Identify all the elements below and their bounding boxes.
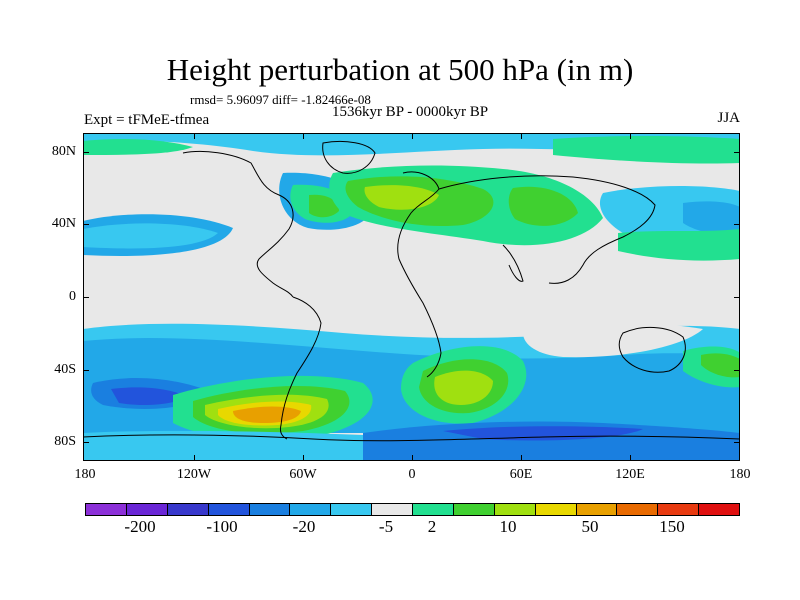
colorbar-segment-13 bbox=[617, 504, 659, 515]
colorbar-segment-15 bbox=[699, 504, 739, 515]
colorbar-segment-8 bbox=[413, 504, 454, 515]
axis-tick-11 bbox=[303, 455, 304, 461]
colorbar-label-neg200: -200 bbox=[124, 517, 156, 536]
axis-tick-7 bbox=[734, 297, 740, 298]
west-pacific-blue bbox=[683, 201, 740, 235]
lon-label-120e: 120E bbox=[615, 467, 645, 482]
colorbar-label-neg20: -20 bbox=[292, 517, 316, 536]
colorbar-segment-6 bbox=[331, 504, 373, 515]
experiment-label: Expt = tFMeE-tfmea bbox=[84, 112, 210, 128]
axis-tick-6 bbox=[734, 224, 740, 225]
coast-south-america bbox=[280, 296, 322, 440]
axis-tick-10 bbox=[194, 455, 195, 461]
south-belt-navy bbox=[111, 387, 187, 405]
map-plot bbox=[83, 133, 740, 461]
axis-tick-4 bbox=[83, 442, 89, 443]
axis-tick-14 bbox=[630, 455, 631, 461]
australia-green bbox=[701, 353, 740, 378]
lat-label-80n: 80N bbox=[51, 144, 76, 159]
lon-label-60w: 60W bbox=[289, 467, 317, 482]
axis-tick-5 bbox=[734, 152, 740, 153]
indian-ocean-lime bbox=[434, 370, 493, 405]
colorbar bbox=[85, 503, 740, 516]
axis-tick-9 bbox=[734, 442, 740, 443]
coast-australia bbox=[618, 326, 686, 373]
axis-tick-13 bbox=[521, 455, 522, 461]
lon-label-120w: 120W bbox=[176, 467, 212, 482]
colorbar-segment-5 bbox=[290, 504, 332, 515]
axis-tick-19 bbox=[630, 133, 631, 139]
south-atlantic-orange bbox=[233, 406, 301, 423]
axis-tick-12 bbox=[412, 455, 413, 461]
pacific-lightblue-arc bbox=[83, 223, 218, 249]
north-band-teal-west bbox=[83, 139, 193, 155]
colorbar-segment-9 bbox=[453, 504, 495, 515]
southeast-pacific-neutral bbox=[523, 323, 703, 358]
colorbar-segment-2 bbox=[167, 504, 209, 515]
antarctic-navy bbox=[443, 426, 643, 441]
stats-text: rmsd= 5.96097 diff= -1.82466e-08 bbox=[190, 92, 371, 107]
north-band-teal-east bbox=[553, 136, 740, 164]
axis-tick-15 bbox=[194, 133, 195, 139]
arctic-lightblue bbox=[263, 133, 403, 155]
season-label: JJA bbox=[717, 110, 740, 126]
colorbar-segment-12 bbox=[576, 504, 618, 515]
time-range-subtitle: 1536kyr BP - 0000kyr BP bbox=[331, 104, 489, 120]
colorbar-segment-1 bbox=[126, 504, 168, 515]
na-green-blob bbox=[309, 194, 339, 218]
eurasia-lime bbox=[364, 185, 439, 210]
colorbar-segment-3 bbox=[208, 504, 250, 515]
axis-tick-3 bbox=[83, 370, 89, 371]
coastlines bbox=[83, 140, 740, 442]
colorbar-segment-4 bbox=[249, 504, 291, 515]
axis-tick-18 bbox=[521, 133, 522, 139]
lon-label-60e: 60E bbox=[509, 467, 533, 482]
lon-label-180-east: 180 bbox=[729, 467, 751, 482]
axis-tick-17 bbox=[412, 133, 413, 139]
map-svg bbox=[83, 133, 740, 461]
lat-label-40s: 40S bbox=[54, 362, 76, 377]
map-title: Height perturbation at 500 hPa (in m) bbox=[166, 52, 634, 87]
colorbar-label-neg5: -5 bbox=[378, 517, 394, 536]
coast-north-america bbox=[182, 150, 294, 298]
colorbar-segment-7 bbox=[372, 504, 413, 515]
lat-label-0: 0 bbox=[69, 289, 76, 304]
west-pacific-teal bbox=[618, 229, 740, 261]
colorbar-label-150: 150 bbox=[659, 517, 685, 536]
colorbar-segment-11 bbox=[535, 504, 577, 515]
axis-tick-2 bbox=[83, 297, 89, 298]
axis-tick-1 bbox=[83, 224, 89, 225]
axis-tick-0 bbox=[83, 152, 89, 153]
coast-greenland bbox=[322, 140, 376, 174]
lat-label-40n: 40N bbox=[51, 216, 76, 231]
colorbar-segment-10 bbox=[494, 504, 536, 515]
coast-india bbox=[502, 244, 524, 282]
colorbar-label-10: 10 bbox=[499, 517, 517, 536]
lon-label-0: 0 bbox=[408, 467, 416, 482]
coast-asia bbox=[438, 175, 656, 284]
lat-label-80s: 80S bbox=[54, 434, 76, 449]
coast-antarctica bbox=[83, 434, 740, 442]
colorbar-segment-0 bbox=[86, 504, 127, 515]
axis-tick-16 bbox=[303, 133, 304, 139]
lon-label-180-west: 180 bbox=[74, 467, 96, 482]
colorbar-label-2: 2 bbox=[427, 517, 437, 536]
colorbar-label-50: 50 bbox=[581, 517, 599, 536]
axis-tick-8 bbox=[734, 370, 740, 371]
colorbar-label-neg100: -100 bbox=[206, 517, 238, 536]
asia-green bbox=[508, 186, 578, 226]
colorbar-segment-14 bbox=[658, 504, 700, 515]
